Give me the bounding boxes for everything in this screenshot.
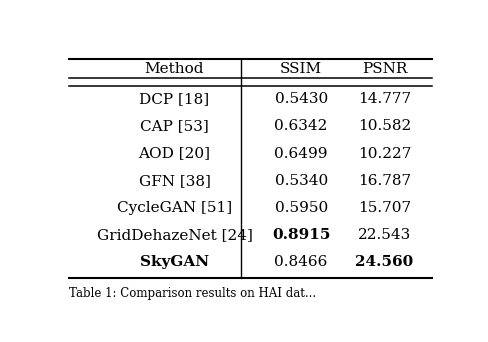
Text: 15.707: 15.707 xyxy=(358,201,411,215)
Text: 24.560: 24.560 xyxy=(355,255,413,269)
Text: 0.5340: 0.5340 xyxy=(275,174,328,188)
Text: 0.6342: 0.6342 xyxy=(274,119,328,133)
Text: PSNR: PSNR xyxy=(362,62,407,76)
Text: 10.582: 10.582 xyxy=(358,119,411,133)
Text: 0.6499: 0.6499 xyxy=(274,147,328,161)
Text: Table 1: Comparison results on HAI dat...: Table 1: Comparison results on HAI dat..… xyxy=(68,287,316,300)
Text: 14.777: 14.777 xyxy=(358,92,411,106)
Text: 0.8466: 0.8466 xyxy=(274,255,328,269)
Text: SkyGAN: SkyGAN xyxy=(140,255,209,269)
Text: CycleGAN [51]: CycleGAN [51] xyxy=(117,201,232,215)
Text: 16.787: 16.787 xyxy=(358,174,411,188)
Text: 0.8915: 0.8915 xyxy=(272,228,330,242)
Text: SSIM: SSIM xyxy=(280,62,322,76)
Text: GridDehazeNet [24]: GridDehazeNet [24] xyxy=(97,228,252,242)
Text: 0.5430: 0.5430 xyxy=(275,92,328,106)
Text: Method: Method xyxy=(145,62,204,76)
Text: DCP [18]: DCP [18] xyxy=(140,92,209,106)
Text: 10.227: 10.227 xyxy=(358,147,411,161)
Text: 22.543: 22.543 xyxy=(358,228,411,242)
Text: AOD [20]: AOD [20] xyxy=(139,147,210,161)
Text: CAP [53]: CAP [53] xyxy=(140,119,209,133)
Text: 0.5950: 0.5950 xyxy=(275,201,328,215)
Text: GFN [38]: GFN [38] xyxy=(139,174,210,188)
